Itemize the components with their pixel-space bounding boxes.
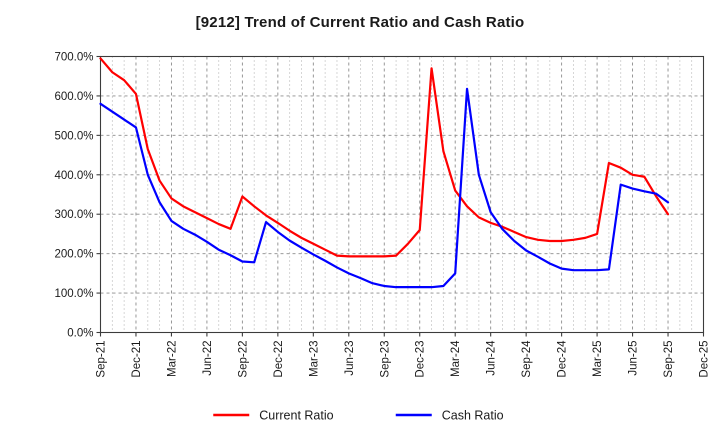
y-axis-tick-label: 600.0% [54,91,93,103]
chart-title: [9212] Trend of Current Ratio and Cash R… [195,14,525,31]
y-axis-tick-label: 300.0% [54,209,93,221]
x-axis-tick-label: Mar-24 [450,340,462,377]
x-axis-tick-label: Sep-25 [663,341,675,378]
x-axis-tick-label: Dec-24 [557,340,569,378]
series-line-current-ratio [99,57,670,258]
legend-label-current-ratio[interactable]: Current Ratio [259,409,333,423]
x-axis-tick-labels: Sep-21 Dec-21 Mar-22 Jun-22 Sep-22 Dec-22 Mar-… [96,332,711,378]
y-axis-tick-label: 200.0% [54,249,93,261]
y-axis-tick-label: 500.0% [54,130,93,142]
x-axis-tick-label: Mar-22 [166,341,178,377]
x-axis-tick-label: Sep-21 [96,341,108,378]
x-axis-tick-label: Mar-25 [592,341,604,377]
x-axis-tick-label: Jun-24 [486,340,498,376]
y-axis-tick-label: 400.0% [54,170,93,182]
x-axis-tick-label: Dec-22 [273,341,285,378]
x-axis-tick-label: Mar-23 [308,341,320,377]
legend-label-cash-ratio[interactable]: Cash Ratio [442,409,504,423]
data-series-group [99,57,670,289]
chart-legend: Current Ratio Cash Ratio [213,409,504,423]
y-axis-tick-label: 700.0% [54,52,93,64]
x-axis-tick-label: Jun-23 [344,341,356,376]
y-axis-tick-labels: 0.0% 100.0% 200.0% 300.0% 400.0% 500.0% 600.0%… [54,52,101,340]
x-axis-tick-label: Dec-23 [415,341,427,378]
x-axis-tick-label: Dec-21 [131,341,143,378]
plot-area-border [99,55,705,334]
x-axis-tick-label: Sep-24 [521,340,533,378]
series-line-cash-ratio [99,87,670,289]
x-axis-tick-label: Sep-23 [379,341,391,378]
y-axis-tick-label: 0.0% [67,328,93,340]
x-axis-tick-label: Jun-22 [202,341,214,376]
x-axis-tick-label: Dec-25 [699,341,711,378]
minor-gridlines [111,56,693,333]
x-axis-tick-label: Jun-25 [628,341,640,376]
x-axis-tick-label: Sep-22 [237,341,249,378]
plot-frame [99,55,705,334]
y-axis-tick-label: 100.0% [54,288,93,300]
major-gridlines [100,56,704,333]
